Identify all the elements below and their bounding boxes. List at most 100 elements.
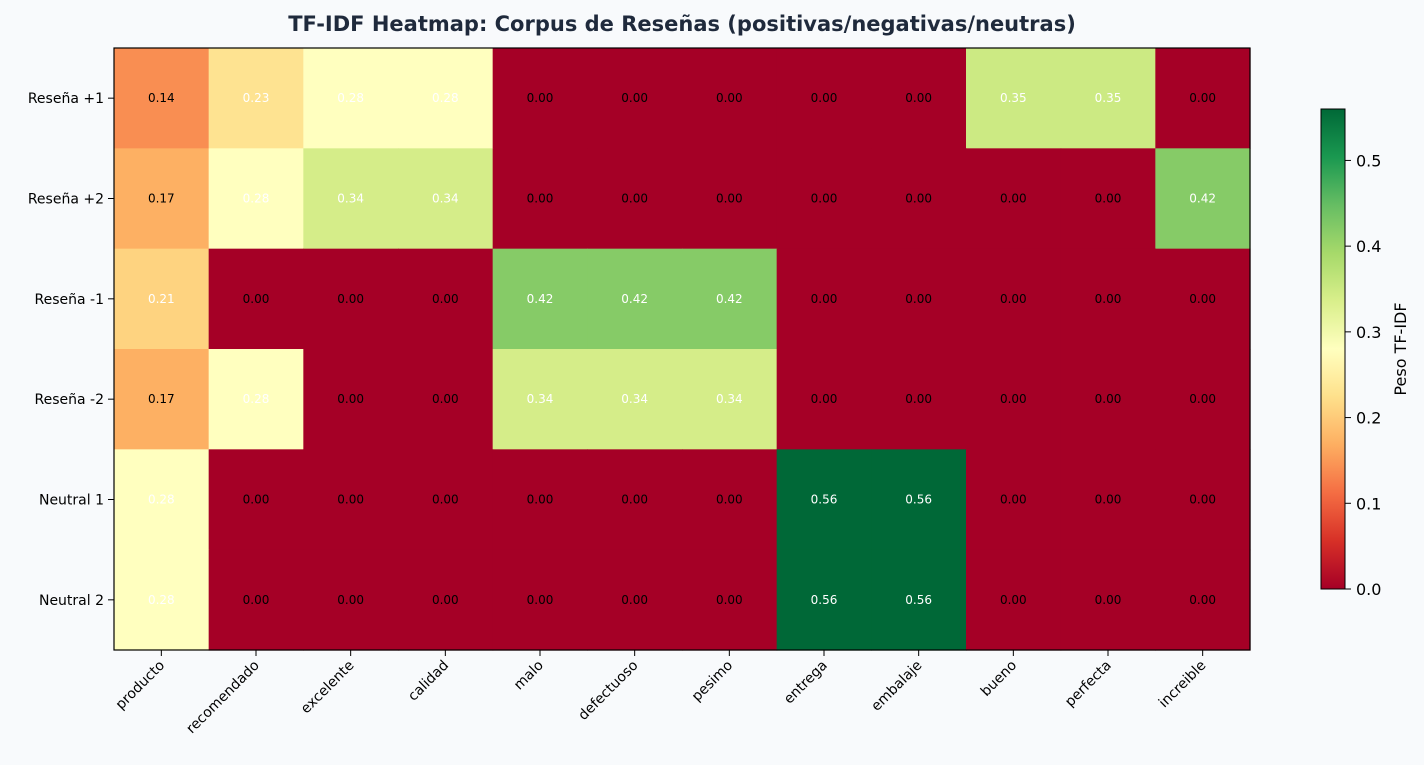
cell-value-label: 0.00 — [1095, 493, 1122, 507]
cell-value-label: 0.00 — [621, 493, 648, 507]
heatmap-cell — [114, 48, 210, 149]
cell-value-label: 0.28 — [148, 593, 175, 607]
heatmap-cell — [966, 48, 1062, 149]
cell-value-label: 0.00 — [621, 192, 648, 206]
cell-value-label: 0.23 — [243, 91, 270, 105]
heatmap-cell — [871, 349, 967, 450]
x-tick-label: excelente — [298, 658, 358, 718]
cell-value-label: 0.00 — [716, 493, 743, 507]
heatmap-cell — [966, 449, 1062, 551]
cell-value-label: 0.34 — [337, 192, 364, 206]
heatmap-cell — [398, 248, 494, 350]
x-tick-label: defectuoso — [575, 658, 641, 724]
colorbar-tick-label: 0.5 — [1356, 151, 1381, 170]
cell-value-label: 0.00 — [527, 593, 554, 607]
cell-value-label: 0.28 — [148, 493, 175, 507]
heatmap-cell — [208, 148, 304, 250]
cell-value-label: 0.00 — [527, 192, 554, 206]
cell-value-label: 0.00 — [527, 493, 554, 507]
cell-value-label: 0.17 — [148, 192, 175, 206]
heatmap-cell — [682, 549, 778, 651]
heatmap-cell — [303, 449, 399, 551]
cell-value-label: 0.56 — [811, 493, 838, 507]
heatmap-cell — [398, 148, 494, 250]
cell-value-label: 0.28 — [243, 192, 270, 206]
y-tick-label: Reseña +1 — [28, 91, 104, 107]
cell-value-label: 0.00 — [527, 91, 554, 105]
heatmap-cell — [776, 449, 872, 551]
y-tick-label: Neutral 2 — [39, 593, 104, 609]
heatmap-cell — [303, 349, 399, 450]
cell-value-label: 0.00 — [811, 292, 838, 306]
heatmap-cell-labels: 0.14 0.23 0.28 0.28 0.00 0.00 0.00 0.00 0.00 0.35… — [148, 91, 1216, 607]
heatmap-cell — [587, 549, 683, 651]
heatmap-cell — [1155, 148, 1251, 250]
cell-value-label: 0.35 — [1000, 91, 1027, 105]
colorbar: Peso TF-IDF 0.0 0.1 0.2 0.3 0.4 0.5 — [1320, 108, 1410, 599]
plot-frame — [113, 47, 1251, 651]
cell-value-label: 0.00 — [1095, 192, 1122, 206]
heatmap-cell — [398, 349, 494, 450]
x-tick-label: malo — [511, 658, 547, 694]
colorbar-tick-label: 0.1 — [1356, 494, 1381, 513]
y-tick-label: Neutral 1 — [39, 493, 104, 509]
x-tick-label: bueno — [978, 658, 1020, 700]
heatmap-cell — [208, 349, 304, 450]
x-tick-label: pesimo — [689, 658, 736, 705]
heatmap-cell — [1060, 349, 1156, 450]
heatmap-cell — [1060, 549, 1156, 651]
cell-value-label: 0.56 — [811, 593, 838, 607]
heatmap-cell — [492, 48, 588, 149]
colorbar-tick-label: 0.3 — [1356, 323, 1381, 342]
heatmap-cell — [776, 549, 872, 651]
x-tick-label: recomendado — [183, 658, 262, 737]
cell-value-label: 0.00 — [432, 392, 459, 406]
cell-value-label: 0.00 — [621, 593, 648, 607]
chart-title: TF-IDF Heatmap: Corpus de Reseñas (posit… — [288, 12, 1076, 36]
heatmap-cell — [398, 549, 494, 651]
cell-value-label: 0.00 — [337, 392, 364, 406]
heatmap-cell — [1155, 48, 1251, 149]
colorbar-label: Peso TF-IDF — [1391, 302, 1410, 395]
heatmap-cell — [871, 148, 967, 250]
cell-value-label: 0.35 — [1095, 91, 1122, 105]
y-tick-label: Reseña -2 — [35, 392, 104, 408]
cell-value-label: 0.28 — [337, 91, 364, 105]
cell-value-label: 0.00 — [1000, 593, 1027, 607]
cell-value-label: 0.42 — [621, 292, 648, 306]
heatmap-cell — [1060, 248, 1156, 350]
heatmap-cell — [871, 48, 967, 149]
heatmap-cell — [966, 349, 1062, 450]
cell-value-label: 0.56 — [905, 593, 932, 607]
cell-value-label: 0.17 — [148, 392, 175, 406]
cell-value-label: 0.00 — [1189, 593, 1216, 607]
cell-value-label: 0.00 — [1000, 192, 1027, 206]
colorbar-tick-label: 0.4 — [1356, 237, 1381, 256]
heatmap-cell — [114, 449, 210, 551]
heatmap-cell — [871, 549, 967, 651]
heatmap-cell — [587, 349, 683, 450]
heatmap-cell — [776, 48, 872, 149]
cell-value-label: 0.00 — [337, 493, 364, 507]
cell-value-label: 0.14 — [148, 91, 175, 105]
heatmap-cell — [1060, 148, 1156, 250]
heatmap-cells — [114, 48, 1251, 651]
cell-value-label: 0.00 — [811, 192, 838, 206]
heatmap-cell — [776, 349, 872, 450]
cell-value-label: 0.00 — [432, 593, 459, 607]
colorbar-gradient — [1320, 108, 1346, 590]
cell-value-label: 0.00 — [1000, 292, 1027, 306]
heatmap-cell — [966, 549, 1062, 651]
heatmap-cell — [587, 449, 683, 551]
y-axis: Reseña +1 Reseña +2 Reseña -1 Reseña -2 Neut… — [28, 91, 114, 609]
heatmap-cell — [1155, 248, 1251, 350]
heatmap-cell — [1155, 349, 1251, 450]
cell-value-label: 0.00 — [905, 392, 932, 406]
cell-value-label: 0.00 — [621, 91, 648, 105]
cell-value-label: 0.00 — [905, 192, 932, 206]
cell-value-label: 0.00 — [716, 593, 743, 607]
heatmap-cell — [776, 248, 872, 350]
heatmap-cell — [492, 148, 588, 250]
cell-value-label: 0.00 — [243, 493, 270, 507]
cell-value-label: 0.00 — [1095, 292, 1122, 306]
